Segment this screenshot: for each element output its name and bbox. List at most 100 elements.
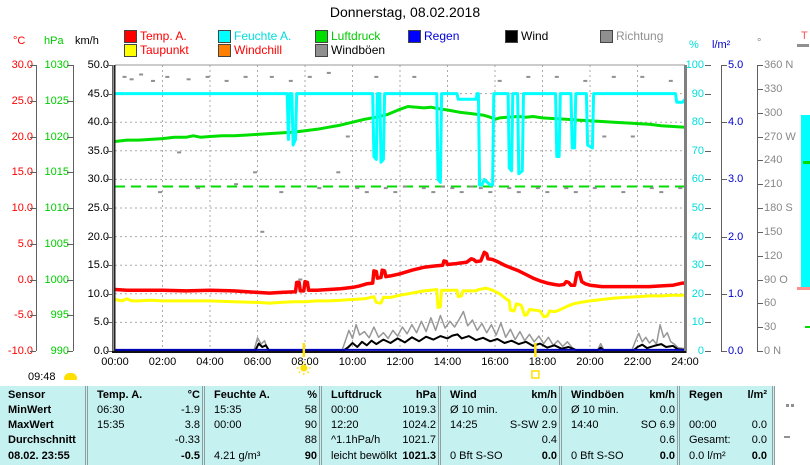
axis-label-hpa: 1015: [44, 166, 69, 179]
table-cell: 15:35 58: [205, 403, 322, 418]
axis-tick-lm2: [721, 122, 727, 124]
table-cell: 06:30 -1.9: [88, 403, 205, 418]
table-cell-time: 4.21 g/m³: [214, 450, 261, 462]
axis-label-temp: 5.0: [17, 237, 33, 250]
axis-label-kmh: 20.0: [87, 230, 109, 243]
axis-label-dir: 120: [764, 249, 783, 262]
axis-tick-kmh: [106, 293, 112, 295]
table-cell: -0.5: [88, 449, 205, 464]
table-cell: 12:20 1024.2: [322, 418, 441, 433]
legend-item-feuchtea: Feuchte A.: [218, 29, 308, 43]
table-header-title: Wind: [450, 389, 477, 401]
table-cell: 0.6: [562, 433, 680, 448]
table-cell-value: 0.0: [659, 450, 675, 462]
table-cell: MinWert: [0, 403, 88, 418]
table-header-unit: l/m²: [747, 389, 767, 401]
axis-label-percent: 10: [691, 316, 704, 329]
legend-color-swatch: [408, 30, 421, 43]
time-label: 12:00: [386, 356, 414, 368]
summary-table: Sensor MinWert MaxWert Durchschnitt 08.02. 2…: [0, 386, 775, 465]
table-row-label: 08.02. 23:55: [8, 450, 70, 462]
axis-label-temp: 15.0: [11, 166, 33, 179]
legend-color-swatch: [124, 44, 137, 57]
time-label: 04:00: [196, 356, 224, 368]
legend-item-tempa: Temp. A.: [124, 29, 214, 43]
table-cell-time: 0 Bft S-SO: [571, 450, 624, 462]
axis-label-kmh: 10.0: [87, 287, 109, 300]
table-row-label: MinWert: [8, 404, 52, 416]
table-header-cell: Luftdruck hPa: [322, 388, 441, 403]
table-cell-value: 3.8: [184, 419, 200, 431]
axis-tick-dir: [757, 255, 763, 257]
table-cell-time: 0.0 l/m²: [689, 450, 726, 462]
axis-label-hpa: 1030: [44, 59, 69, 71]
axis-tick-percent: [705, 208, 711, 209]
legend-label: Richtung: [616, 29, 664, 43]
legend-color-swatch: [218, 30, 231, 43]
table-cell: 0 Bft S-SO 0.0: [441, 449, 562, 464]
table-cell: MaxWert: [0, 418, 88, 433]
axis-tick-dir: [757, 231, 763, 233]
day-length-value: 09:48: [28, 371, 56, 383]
table-cell: 15:35 3.8: [88, 418, 205, 433]
table-cell: Durchschnitt: [0, 433, 88, 448]
table-cell-value: 1024.2: [402, 419, 436, 431]
axis-header-dir: °: [757, 37, 762, 49]
table-column-luftdruck: Luftdruck hPa 00:00 1019.3 12:20 1024.2 ^1.1hP…: [319, 386, 441, 465]
axis-tick-dir: [757, 160, 763, 162]
axis-tick-percent: [705, 93, 711, 95]
table-cell: leicht bewölkt 1021.3: [322, 449, 441, 464]
axis-header-percent: %: [689, 39, 699, 51]
axis-tick-percent: [705, 65, 711, 66]
time-label: 08:00: [291, 356, 319, 368]
table-header-unit: %: [307, 389, 317, 401]
legend-label: Feuchte A.: [234, 29, 292, 43]
axis-label-temp: 10.0: [11, 202, 33, 214]
axis-label-lm2: 3.0: [728, 173, 744, 186]
axis-tick-dir: [757, 88, 763, 90]
legend-label: Windchill: [234, 43, 283, 57]
table-cell-value: 90: [304, 450, 317, 462]
table-cell: Ø 10 min. 0.0: [441, 403, 562, 418]
table-cell-value: 1019.3: [402, 404, 436, 416]
current-bar-header: T: [801, 30, 808, 42]
table-cell: 0 Bft S-SO 0.0: [562, 449, 680, 464]
legend-item-regen: Regen: [408, 29, 498, 43]
table-cell: 0.4: [441, 433, 562, 448]
axis-label-lm2: 5.0: [728, 59, 744, 71]
axis-header-lm2: l/m²: [712, 39, 731, 51]
table-cell-value: 0.0: [751, 450, 767, 462]
axis-tick-dir: [757, 279, 763, 281]
table-cell-value: 1021.3: [402, 450, 436, 462]
axis-label-percent: 90: [691, 87, 704, 100]
axis-tick-percent: [705, 351, 711, 352]
table-column-regen: Regen l/m² 00:00 0.0 Gesamt: 0.0 0.0 l/m² 0.0: [677, 386, 772, 465]
legend-item-windben: Windböen: [315, 43, 405, 57]
axis-label-percent: 100: [685, 59, 704, 71]
table-header-unit: °C: [187, 389, 200, 401]
table-cell: 00:00 0.0: [680, 418, 772, 433]
table-cell-value: 58: [304, 404, 317, 416]
table-cell-value: 0.0: [541, 404, 557, 416]
axis-label-percent: 40: [691, 230, 704, 243]
axis-label-kmh: 30.0: [87, 173, 109, 186]
table-header-title: Sensor: [8, 389, 46, 401]
axis-label-kmh: 25.0: [87, 202, 109, 214]
legend-item-wind: Wind: [505, 29, 595, 43]
table-cell: -0.33: [88, 433, 205, 448]
table-cell-value: 88: [304, 434, 317, 446]
axis-tick-hpa: [67, 315, 73, 317]
axis-tick-percent: [705, 150, 711, 152]
axis-label-kmh: 0.0: [93, 345, 109, 357]
axis-tick-lm2: [721, 236, 727, 238]
axis-label-kmh: 35.0: [87, 144, 109, 157]
axis-tick-kmh: [106, 208, 112, 209]
axis-tick-temp: [30, 279, 36, 281]
axis-label-percent: 20: [691, 287, 704, 300]
table-cell: ^1.1hPa/h 1021.7: [322, 433, 441, 448]
table-header-unit: km/h: [649, 389, 675, 401]
axis-tick-temp: [30, 172, 36, 174]
table-header-unit: km/h: [531, 389, 557, 401]
